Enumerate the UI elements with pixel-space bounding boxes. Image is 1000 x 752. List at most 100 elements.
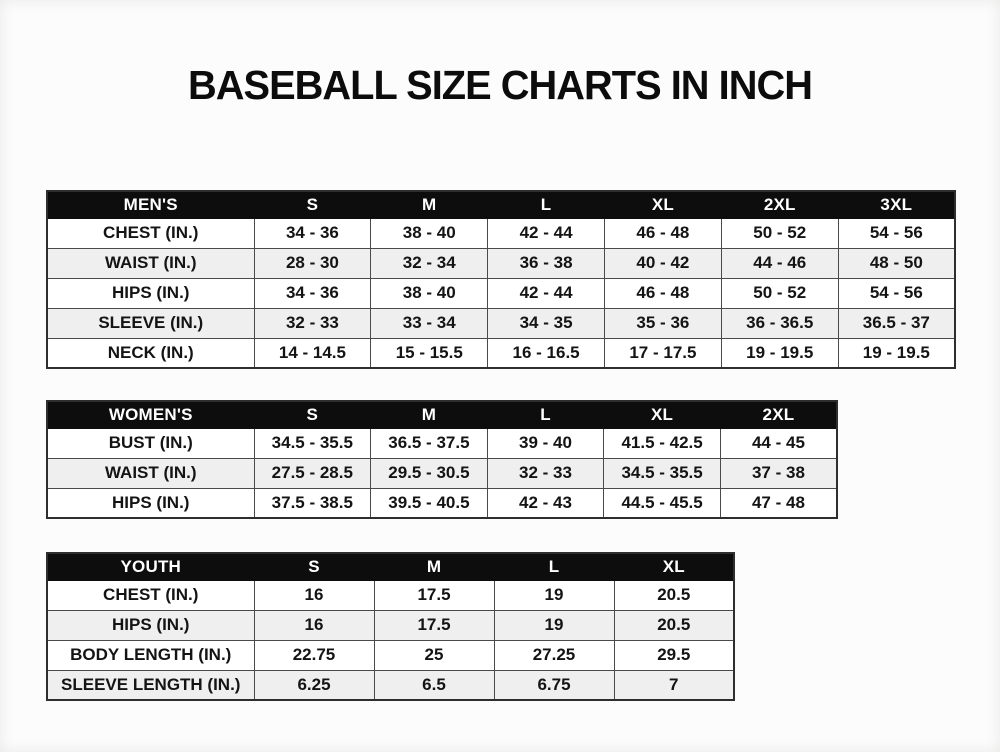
size-value-cell: 33 - 34 <box>370 307 489 339</box>
size-value-cell: 7 <box>613 669 735 701</box>
row-label: SLEEVE (IN.) <box>46 307 255 339</box>
table-row: BODY LENGTH (IN.) 22.75 25 27.25 29.5 <box>46 639 735 671</box>
size-value-cell: 25 <box>373 639 495 671</box>
size-value-cell: 36.5 - 37 <box>837 307 956 339</box>
size-value-cell: 29.5 <box>613 639 735 671</box>
size-value-cell: 17.5 <box>373 579 495 611</box>
size-column-header: L <box>486 400 605 429</box>
size-column-header: 2XL <box>720 190 839 219</box>
size-column-header: M <box>370 190 489 219</box>
size-value-cell: 6.25 <box>253 669 375 701</box>
size-value-cell: 20.5 <box>613 609 735 641</box>
size-value-cell: 34 - 36 <box>253 277 372 309</box>
table-row: BUST (IN.) 34.5 - 35.5 36.5 - 37.5 39 - 40 4… <box>46 427 838 459</box>
size-value-cell: 29.5 - 30.5 <box>370 457 488 489</box>
row-label: SLEEVE LENGTH (IN.) <box>46 669 255 701</box>
size-value-cell: 19 <box>493 579 615 611</box>
size-column-header: 2XL <box>719 400 838 429</box>
table-row: CHEST (IN.) 16 17.5 19 20.5 <box>46 579 735 611</box>
size-value-cell: 19 <box>493 609 615 641</box>
youth-table-title-cell: YOUTH <box>46 552 255 581</box>
size-value-cell: 27.5 - 28.5 <box>253 457 372 489</box>
size-value-cell: 16 - 16.5 <box>487 337 605 369</box>
size-value-cell: 54 - 56 <box>837 217 956 249</box>
size-value-cell: 38 - 40 <box>370 217 489 249</box>
size-value-cell: 14 - 14.5 <box>253 337 372 369</box>
size-value-cell: 19 - 19.5 <box>837 337 956 369</box>
size-value-cell: 36.5 - 37.5 <box>370 427 488 459</box>
mens-size-table: MEN'S S M L XL 2XL 3XL CHEST (IN.) 34 - 36 38 - 4… <box>46 190 956 369</box>
size-value-cell: 17.5 <box>373 609 495 641</box>
size-column-header: L <box>493 552 615 581</box>
row-label: CHEST (IN.) <box>46 579 255 611</box>
size-value-cell: 19 - 19.5 <box>720 337 839 369</box>
row-label: WAIST (IN.) <box>46 457 255 489</box>
size-column-header: XL <box>603 400 721 429</box>
size-value-cell: 44 - 45 <box>719 427 838 459</box>
row-label: HIPS (IN.) <box>46 277 255 309</box>
table-row: NECK (IN.) 14 - 14.5 15 - 15.5 16 - 16.5 17 … <box>46 337 956 369</box>
size-value-cell: 44 - 46 <box>720 247 839 279</box>
table-row: HIPS (IN.) 34 - 36 38 - 40 42 - 44 46 - 48 50… <box>46 277 956 309</box>
size-value-cell: 34.5 - 35.5 <box>253 427 372 459</box>
table-row: WAIST (IN.) 28 - 30 32 - 34 36 - 38 40 - 42 4… <box>46 247 956 279</box>
size-value-cell: 39 - 40 <box>486 427 605 459</box>
size-value-cell: 42 - 44 <box>487 277 605 309</box>
size-value-cell: 6.5 <box>373 669 495 701</box>
size-value-cell: 32 - 33 <box>486 457 605 489</box>
table-row: WAIST (IN.) 27.5 - 28.5 29.5 - 30.5 32 - 33… <box>46 457 838 489</box>
size-value-cell: 16 <box>253 579 375 611</box>
row-label: HIPS (IN.) <box>46 609 255 641</box>
size-value-cell: 28 - 30 <box>253 247 372 279</box>
size-value-cell: 34.5 - 35.5 <box>603 457 721 489</box>
row-label: BUST (IN.) <box>46 427 255 459</box>
size-column-header: XL <box>613 552 735 581</box>
size-value-cell: 20.5 <box>613 579 735 611</box>
page-title: BASEBALL SIZE CHARTS IN INCH <box>188 62 813 108</box>
size-value-cell: 37.5 - 38.5 <box>253 487 372 519</box>
size-column-header: S <box>253 190 372 219</box>
size-value-cell: 42 - 43 <box>486 487 605 519</box>
size-value-cell: 54 - 56 <box>837 277 956 309</box>
size-value-cell: 15 - 15.5 <box>370 337 489 369</box>
size-value-cell: 46 - 48 <box>603 217 722 249</box>
size-column-header: S <box>253 552 375 581</box>
size-value-cell: 37 - 38 <box>719 457 838 489</box>
table-row: SLEEVE (IN.) 32 - 33 33 - 34 34 - 35 35 - 36… <box>46 307 956 339</box>
size-value-cell: 17 - 17.5 <box>603 337 722 369</box>
size-value-cell: 36 - 36.5 <box>720 307 839 339</box>
size-column-header: M <box>370 400 488 429</box>
youth-size-table: YOUTH S M L XL CHEST (IN.) 16 17.5 19 20.5 HIPS (I… <box>46 552 735 701</box>
table-row: HIPS (IN.) 16 17.5 19 20.5 <box>46 609 735 641</box>
womens-size-table: WOMEN'S S M L XL 2XL BUST (IN.) 34.5 - 35.5 36.5… <box>46 400 838 519</box>
size-value-cell: 38 - 40 <box>370 277 489 309</box>
row-label: BODY LENGTH (IN.) <box>46 639 255 671</box>
size-value-cell: 34 - 35 <box>487 307 605 339</box>
size-value-cell: 48 - 50 <box>837 247 956 279</box>
size-value-cell: 39.5 - 40.5 <box>370 487 488 519</box>
row-label: NECK (IN.) <box>46 337 255 369</box>
size-value-cell: 40 - 42 <box>603 247 722 279</box>
size-column-header: XL <box>603 190 722 219</box>
size-value-cell: 50 - 52 <box>720 277 839 309</box>
size-value-cell: 46 - 48 <box>603 277 722 309</box>
table-row: CHEST (IN.) 34 - 36 38 - 40 42 - 44 46 - 48 5… <box>46 217 956 249</box>
size-value-cell: 34 - 36 <box>253 217 372 249</box>
womens-table: WOMEN'S S M L XL 2XL BUST (IN.) 34.5 - 35.5 36.5… <box>46 400 838 519</box>
size-value-cell: 35 - 36 <box>603 307 722 339</box>
size-value-cell: 41.5 - 42.5 <box>603 427 721 459</box>
size-value-cell: 6.75 <box>493 669 615 701</box>
size-column-header: S <box>253 400 372 429</box>
row-label: CHEST (IN.) <box>46 217 255 249</box>
size-value-cell: 47 - 48 <box>719 487 838 519</box>
size-value-cell: 32 - 34 <box>370 247 489 279</box>
youth-table: YOUTH S M L XL CHEST (IN.) 16 17.5 19 20.5 HIPS (I… <box>46 552 735 701</box>
size-column-header: M <box>373 552 495 581</box>
table-row: SLEEVE LENGTH (IN.) 6.25 6.5 6.75 7 <box>46 669 735 701</box>
mens-table: MEN'S S M L XL 2XL 3XL CHEST (IN.) 34 - 36 38 - 4… <box>46 190 956 369</box>
size-value-cell: 44.5 - 45.5 <box>603 487 721 519</box>
size-value-cell: 27.25 <box>493 639 615 671</box>
size-column-header: 3XL <box>837 190 956 219</box>
womens-table-title-cell: WOMEN'S <box>46 400 255 429</box>
